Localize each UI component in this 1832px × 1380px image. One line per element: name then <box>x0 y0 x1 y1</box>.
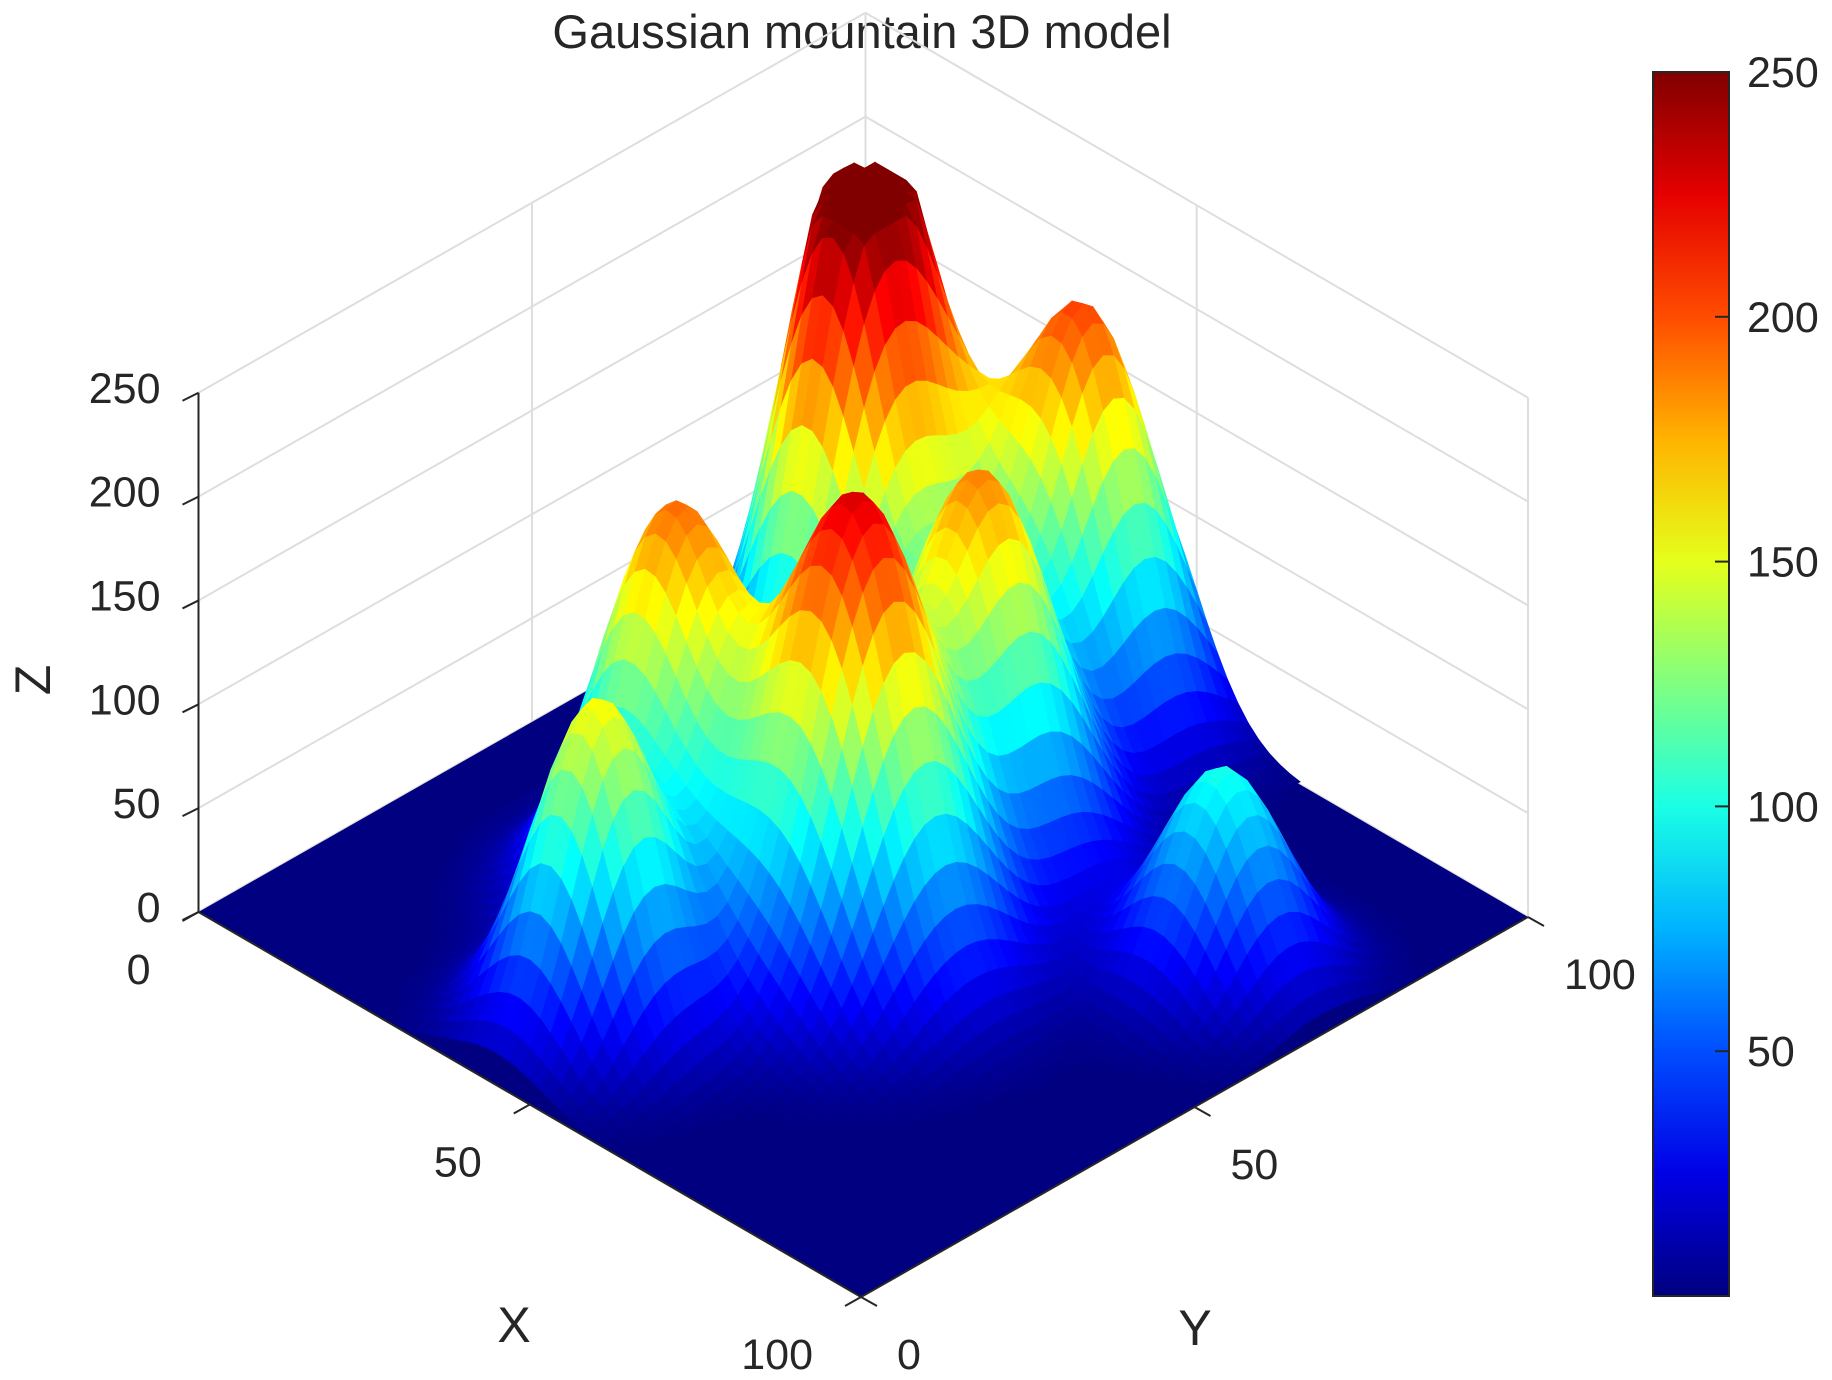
z-tick-label: 150 <box>89 572 161 620</box>
x-tick-label: 50 <box>434 1139 482 1187</box>
z-tick-label: 100 <box>89 676 161 724</box>
surface-cell <box>1007 1083 1029 1099</box>
x-tick-mark <box>513 1103 531 1115</box>
surface-cell <box>632 1129 655 1146</box>
tick-labels: 0 50 100 150 200 250 0 50 100 0 50 100 <box>89 365 1636 1379</box>
colorbar-bar <box>1652 71 1730 1297</box>
colorbar-ticks: 50 100 150 200 250 <box>1715 49 1819 1076</box>
z-tick-mark <box>182 391 199 402</box>
z-tick-mark <box>182 495 199 506</box>
y-axis-label: Y <box>1178 1300 1211 1356</box>
surface-cell <box>955 1101 977 1117</box>
surface-cell <box>664 1123 686 1140</box>
z-tick-label: 50 <box>113 780 161 828</box>
z-tick-mark <box>182 703 199 714</box>
surface-cell <box>892 1113 915 1129</box>
z-tick-mark <box>182 807 199 818</box>
z-tick-mark <box>182 599 199 610</box>
colorbar-tick-label: 100 <box>1747 783 1819 831</box>
x-tick-mark <box>844 1296 862 1307</box>
x-tick-label: 100 <box>741 1331 813 1379</box>
axes-lines <box>182 391 1545 1307</box>
z-tick-label: 200 <box>89 469 161 517</box>
y-tick-label: 100 <box>1564 951 1636 999</box>
colorbar: 50 100 150 200 250 <box>1652 49 1819 1297</box>
surface-cell <box>923 1106 946 1122</box>
surface-cell <box>1214 1070 1237 1087</box>
colorbar-tick-label: 250 <box>1747 49 1819 97</box>
y-tick-mark <box>1527 916 1545 927</box>
y-tick-label: 50 <box>1231 1141 1279 1189</box>
surface-mesh <box>198 161 1528 1297</box>
chart-title: Gaussian mountain 3D model <box>552 5 1171 58</box>
z-tick-label: 250 <box>89 365 161 413</box>
y-tick-mark <box>860 1296 878 1307</box>
colorbar-tick-label: 200 <box>1747 294 1819 342</box>
y-tick-label: 0 <box>897 1331 921 1379</box>
z-tick-label: 0 <box>137 884 161 932</box>
surface-cell <box>705 1111 728 1128</box>
colorbar-tick-label: 50 <box>1747 1028 1795 1076</box>
x-axis-label: X <box>497 1297 530 1353</box>
x-tick-label: 0 <box>127 946 151 994</box>
x-tick-mark <box>182 911 199 922</box>
z-axis-label: Z <box>5 665 61 696</box>
colorbar-tick-label: 150 <box>1747 539 1819 587</box>
y-tick-mark <box>1194 1106 1211 1117</box>
